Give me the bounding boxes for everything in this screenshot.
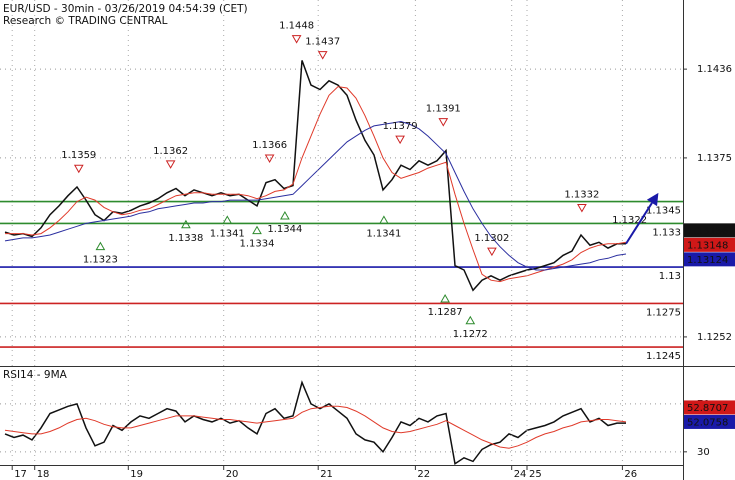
price-box [684,237,735,252]
x-tick-label: 21 [320,469,333,480]
high-marker [395,135,405,145]
level-label: 1.1245 [646,351,681,362]
price-box [684,252,735,267]
rsi-title: RSI14 - 9MA [3,369,68,381]
low-label: 1.1323 [83,255,118,266]
price-box-label: 52.8707 [687,403,728,414]
low-marker [280,211,290,220]
price-box-label: 52.0758 [687,417,728,428]
high-label: 1.1366 [252,140,287,151]
high-marker [165,160,176,169]
low-marker [181,219,191,229]
low-marker [95,241,106,251]
low-marker [440,293,450,303]
level-label: 1.133 [652,227,681,238]
low-label: 1.1272 [453,329,488,340]
x-tick-label: 25 [529,469,542,480]
low-marker [252,225,262,235]
high-marker [264,154,275,164]
low-marker [379,215,389,224]
projection-line [625,202,653,245]
high-marker [291,35,302,44]
low-marker [222,215,233,224]
chart-subtitle: Research © TRADING CENTRAL [3,15,168,27]
target-label: 1.1322 [612,215,647,226]
low-marker [465,315,476,325]
high-label: 1.1391 [426,104,461,115]
low-label: 1.1287 [428,307,463,318]
series-line [4,120,627,271]
series-line [4,60,626,292]
x-tick-label: 24 [514,469,527,480]
x-tick-label: 18 [37,469,50,480]
y-tick-label: 30 [697,447,710,458]
y-tick-label: 1.1252 [697,332,732,343]
price-box-label: 1.13124 [687,255,728,266]
level-label: 1.1345 [646,206,681,217]
price-box [684,223,735,238]
y-tick-label: 1.1436 [697,64,732,75]
high-label: 1.1448 [279,21,314,32]
price-box-label: 1.13148 [687,240,728,251]
y-tick-label: 1.1375 [697,153,732,164]
low-label: 1.1334 [240,239,275,250]
low-label: 1.1341 [366,228,401,239]
series-line [4,380,626,466]
chart-title: EUR/USD - 30min - 03/26/2019 04:54:39 (C… [3,3,248,15]
x-tick-label: 20 [226,469,239,480]
x-tick-label: 17 [14,469,27,480]
low-label: 1.1338 [168,233,203,244]
series-line [5,86,627,283]
high-label: 1.1379 [383,121,418,132]
high-label: 1.1437 [305,37,340,48]
price-box [684,414,735,429]
high-marker [73,164,84,174]
high-marker [577,203,587,213]
x-tick-label: 22 [417,469,430,480]
x-tick-label: 26 [624,469,637,480]
high-label: 1.1302 [474,233,509,244]
low-label: 1.1344 [267,224,302,235]
high-label: 1.1362 [153,146,188,157]
series-line [4,405,627,449]
x-tick-label: 19 [130,469,143,480]
high-marker [438,118,449,127]
price-box-label: 1.13156 [687,226,728,237]
low-label: 1.1341 [210,228,245,239]
level-label: 1.13 [659,271,681,282]
level-label: 1.1275 [646,307,681,318]
high-marker [487,247,497,257]
high-marker [317,51,328,60]
price-box [684,400,735,415]
high-label: 1.1332 [564,189,599,200]
high-label: 1.1359 [61,150,96,161]
projection-arrowhead [646,192,659,207]
